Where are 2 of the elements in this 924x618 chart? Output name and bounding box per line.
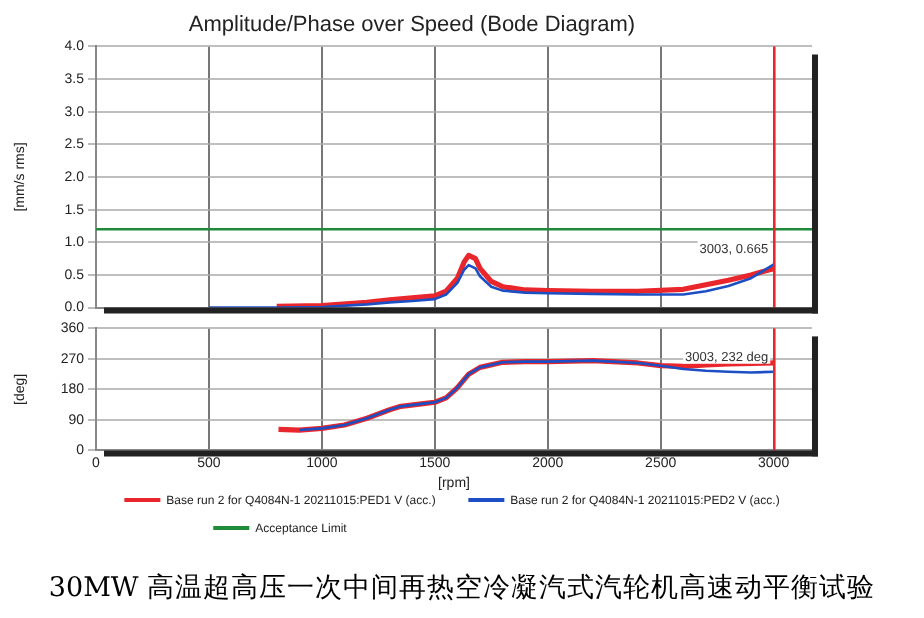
chart-title: Amplitude/Phase over Speed (Bode Diagram) <box>188 13 636 38</box>
text: 30MW 高温超高压一次中间再热空冷凝汽式汽轮机高速动平衡试验 <box>46 570 878 606</box>
